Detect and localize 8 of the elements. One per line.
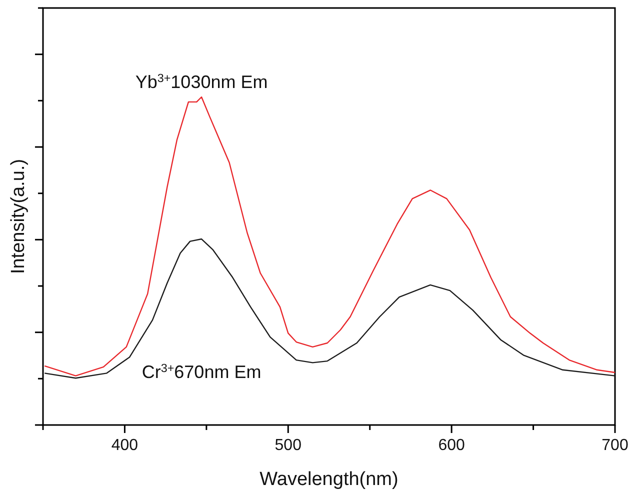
x-tick-label: 400 <box>111 437 138 454</box>
x-tick-label: 500 <box>274 437 302 454</box>
x-tick-label: 700 <box>602 437 628 454</box>
x-tick-label: 600 <box>438 437 466 454</box>
series-label: Yb$^{3+}$1030nm Em <box>135 72 268 92</box>
y-axis-title: Intensity(a.u.) <box>8 158 29 274</box>
series-label: Cr$^{3+}$670nm Em <box>142 362 262 382</box>
x-axis-title: Wavelength(nm) <box>260 469 398 490</box>
